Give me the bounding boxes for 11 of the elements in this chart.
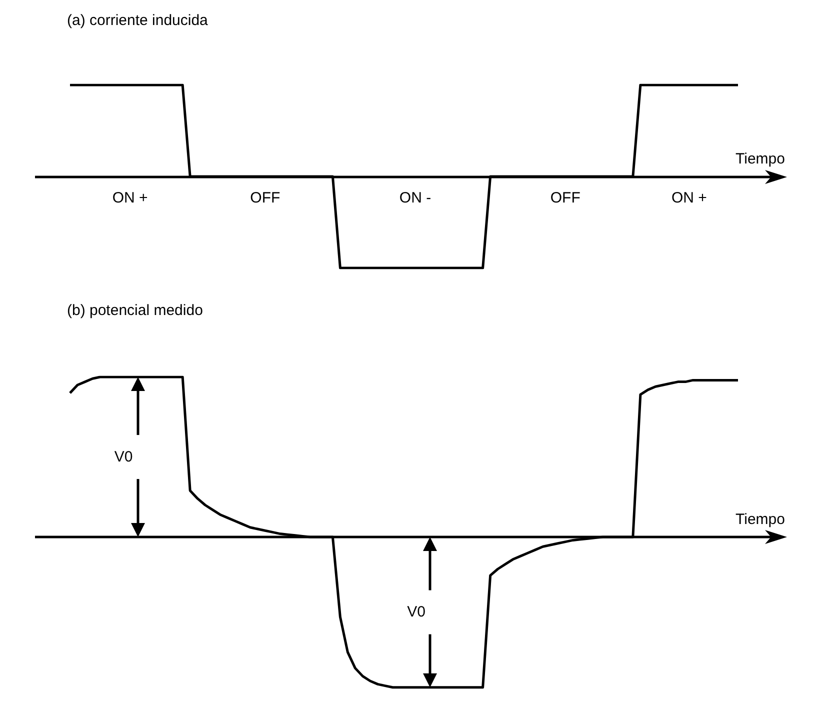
x-axis-title: Tiempo [736,150,785,168]
annotation: OFF [550,190,580,206]
annotation: ON - [399,190,432,206]
annotation: V0 [114,448,133,466]
annotation: OFF [250,190,280,206]
x-axis-title: Tiempo [736,511,785,528]
annotation: V0 [407,604,426,621]
chart-title: (b) potencial medido [67,302,203,319]
annotation: ON + [672,190,708,206]
annotation: ON + [112,190,148,206]
chart-title: (a) corriente inducida [67,12,209,29]
